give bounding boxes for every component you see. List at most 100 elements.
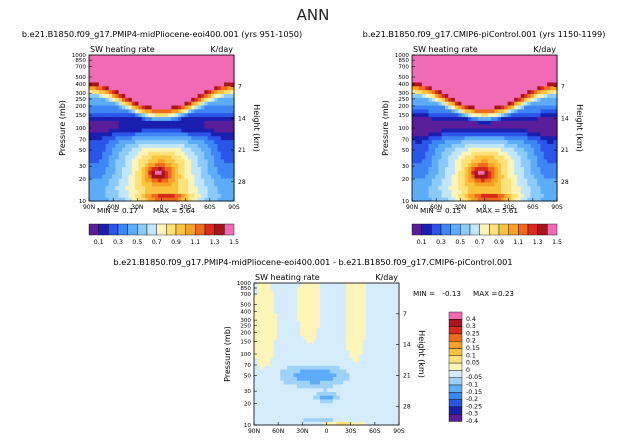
contour-cell	[517, 116, 522, 121]
contour-cell	[438, 158, 443, 164]
contour-cell	[464, 58, 469, 64]
contour-cell	[158, 197, 163, 202]
contour-cell	[135, 89, 140, 95]
contour-cell	[537, 181, 542, 187]
contour-cell	[151, 166, 156, 171]
contour-cell	[491, 135, 495, 141]
contour-cell	[543, 70, 548, 75]
contour-cell	[425, 189, 430, 194]
contour-cell	[418, 62, 423, 68]
contour-cell	[375, 286, 380, 292]
contour-cell	[158, 181, 163, 187]
contour-cell	[524, 104, 528, 110]
contour-cell	[412, 151, 416, 156]
contour-cell	[375, 309, 380, 314]
contour-cell	[277, 398, 281, 404]
contour-cell	[524, 185, 528, 191]
contour-cell	[448, 62, 453, 68]
contour-cell	[346, 413, 351, 419]
contour-cell	[286, 354, 291, 359]
contour-cell	[550, 154, 555, 160]
contour-cell	[454, 143, 459, 148]
contour-cell	[369, 350, 374, 355]
contour-cell	[184, 162, 189, 168]
contour-cell	[500, 166, 505, 171]
contour-cell	[418, 177, 423, 183]
contour-cell	[428, 74, 433, 79]
contour-cell	[128, 112, 133, 118]
contour-cell	[464, 78, 469, 83]
contour-cell	[362, 383, 367, 389]
contour-cell	[494, 81, 499, 87]
contour-cell	[210, 89, 215, 95]
contour-cell	[431, 58, 436, 64]
contour-cell	[161, 93, 166, 98]
contour-cell	[349, 361, 354, 366]
y-tick-label: 300	[398, 91, 409, 97]
contour-cell	[204, 97, 209, 102]
contour-cell	[326, 339, 331, 344]
contour-cell	[194, 151, 199, 156]
contour-cell	[171, 108, 176, 114]
contour-cell	[310, 294, 314, 299]
contour-cell	[260, 294, 265, 299]
contour-cell	[448, 174, 453, 179]
contour-cell	[444, 70, 449, 75]
contour-cell	[553, 181, 558, 187]
contour-cell	[108, 193, 113, 198]
contour-cell	[194, 108, 199, 114]
contour-cell	[161, 78, 166, 83]
contour-cell	[254, 320, 258, 325]
contour-cell	[336, 372, 341, 378]
contour-cell	[484, 85, 489, 91]
contour-cell	[471, 62, 476, 68]
contour-cell	[217, 166, 222, 171]
contour-cell	[164, 81, 169, 87]
contour-cell	[448, 197, 453, 202]
contour-cell	[336, 350, 341, 355]
contour-cell	[306, 350, 311, 355]
contour-cell	[171, 181, 176, 187]
contour-cell	[306, 398, 311, 404]
contour-cell	[342, 417, 347, 422]
contour-cell	[148, 116, 153, 121]
colorbar-label: 1.5	[552, 239, 562, 246]
contour-cell	[477, 66, 482, 71]
contour-cell	[154, 112, 159, 118]
contour-cell	[102, 89, 107, 95]
contour-cell	[181, 124, 186, 129]
contour-cell	[323, 380, 328, 385]
contour-cell	[421, 97, 426, 102]
contour-cell	[458, 170, 463, 175]
contour-cell	[375, 380, 380, 385]
contour-cell	[303, 421, 308, 426]
contour-cell	[543, 177, 548, 183]
contour-cell	[537, 158, 542, 164]
contour-cell	[201, 93, 205, 98]
contour-cell	[145, 174, 149, 179]
contour-cell	[352, 335, 357, 340]
contour-cell	[458, 162, 463, 168]
contour-cell	[164, 181, 169, 187]
contour-cell	[504, 116, 509, 121]
contour-cell	[421, 70, 426, 75]
contour-cell	[484, 170, 489, 175]
contour-cell	[494, 170, 499, 175]
contour-cell	[95, 66, 100, 71]
contour-cell	[425, 81, 430, 87]
contour-cell	[471, 151, 476, 156]
contour-cell	[230, 81, 235, 87]
contour-cell	[537, 170, 542, 175]
contour-cell	[356, 376, 361, 381]
contour-cell	[290, 372, 295, 378]
y-tick-label: 700	[398, 64, 409, 70]
contour-cell	[102, 104, 107, 110]
contour-cell	[346, 398, 351, 404]
contour-cell	[115, 177, 120, 183]
contour-cell	[187, 147, 192, 152]
contour-cell	[158, 81, 163, 87]
contour-cell	[201, 147, 205, 152]
contour-cell	[375, 297, 380, 303]
contour-cell	[464, 193, 469, 198]
contour-cell	[477, 162, 482, 168]
